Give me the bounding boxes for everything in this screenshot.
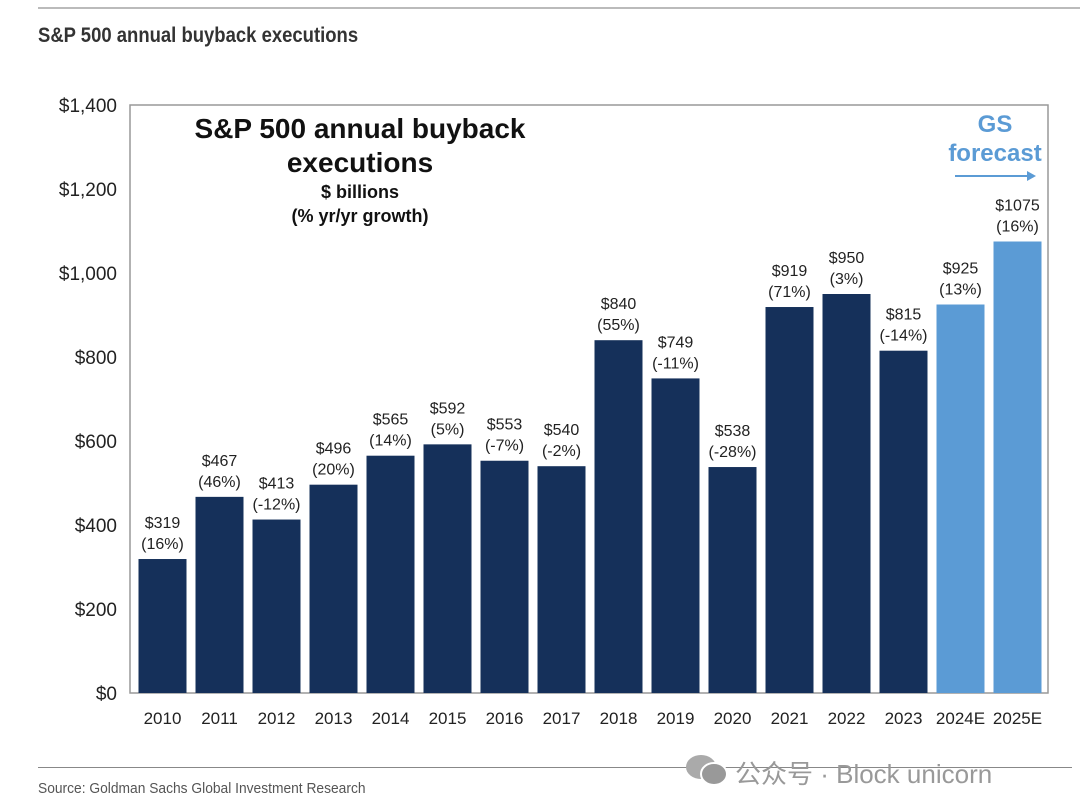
value-label: $592 [430,400,466,417]
forecast-annotation: GS forecast [935,110,1055,168]
x-tick-label: 2016 [486,709,524,728]
value-label: $553 [487,417,523,434]
x-tick-label: 2015 [429,709,467,728]
growth-label: (16%) [141,536,184,553]
x-tick-label: 2011 [201,709,238,728]
growth-label: (46%) [198,474,241,491]
growth-label: (3%) [830,271,864,288]
y-tick-label: $0 [96,684,117,705]
annotation-line-2: forecast [948,140,1042,167]
growth-label: (5%) [431,421,465,438]
y-tick-label: $400 [75,516,117,537]
growth-label: (-28%) [708,444,756,461]
bar-2011 [195,496,244,693]
bar-2019 [651,378,700,693]
growth-label: (-11%) [652,355,699,372]
bar-2014 [366,455,415,693]
x-tick-label: 2010 [144,709,182,728]
bar-2025E [993,241,1042,693]
plot-frame [129,104,1049,694]
wechat-icon [686,755,728,786]
x-tick-label: 2019 [657,709,695,728]
bar-2017 [537,466,586,693]
value-label: $925 [943,261,979,278]
value-label: $467 [202,453,238,470]
value-label: $565 [373,412,409,429]
value-label: $540 [544,422,580,439]
y-tick-label: $1,400 [59,96,117,117]
value-label: $413 [259,476,295,493]
growth-label: (-12%) [252,497,300,514]
growth-label: (20%) [312,462,355,479]
bar-2021 [765,307,814,693]
x-tick-label: 2025E [993,709,1042,728]
y-tick-label: $800 [75,348,117,369]
growth-label: (13%) [939,282,982,299]
value-label: $815 [886,307,922,324]
chart-subtitle-growth: (% yr/yr growth) [291,206,429,226]
y-tick-label: $1,200 [59,180,117,201]
growth-label: (-7%) [485,438,524,455]
bar-2018 [594,340,643,693]
top-divider [38,7,1080,9]
x-tick-label: 2022 [828,709,866,728]
chart-subtitle: $ billions [320,182,399,202]
growth-label: (55%) [597,317,640,334]
x-tick-label: 2014 [372,709,410,728]
chart-inner-title: S&P 500 annual buyback executions $ bill… [150,112,570,228]
x-tick-label: 2021 [771,709,809,728]
value-label: $840 [601,296,637,313]
x-tick-label: 2017 [543,709,581,728]
x-tick-label: 2018 [600,709,638,728]
bar-chart: $0 $200 $400 $600 $800 $1,000 $1,200 $1,400 $319… [59,96,1049,728]
annotation-line-1: GS [977,111,1013,138]
chart-title: S&P 500 annual buyback executions [194,113,526,178]
bar-2020 [708,467,757,693]
bar-2010 [138,559,187,693]
growth-label: (14%) [369,433,412,450]
y-tick-label: $1,000 [59,264,117,285]
x-tick-label: 2020 [714,709,752,728]
value-label: $919 [772,263,808,280]
x-tick-label: 2024E [936,709,985,728]
bar-2016 [480,460,529,693]
watermark: 公众号 · Block unicorn [735,759,993,789]
page-title: S&P 500 annual buyback executions [38,24,359,47]
bar-2022 [822,294,871,693]
y-tick-label: $200 [75,600,117,621]
growth-label: (71%) [768,284,811,301]
bar-2013 [309,484,358,693]
value-label: $1075 [995,198,1040,215]
x-tick-label: 2013 [315,709,353,728]
source-note: Source: Goldman Sachs Global Investment … [38,780,366,797]
growth-label: (-14%) [879,328,927,345]
y-tick-label: $600 [75,432,117,453]
value-label: $538 [715,423,751,440]
value-label: $319 [145,515,181,532]
x-tick-label: 2023 [885,709,923,728]
bar-2023 [879,350,928,693]
growth-label: (16%) [996,219,1039,236]
bar-2015 [423,444,472,693]
x-tick-label: 2012 [258,709,296,728]
value-label: $749 [658,334,694,351]
bar-2012 [252,519,301,693]
value-label: $496 [316,441,352,458]
forecast-arrow-icon [1027,171,1036,181]
footer-divider [38,767,1072,768]
bar-2024E [936,304,985,693]
growth-label: (-2%) [542,443,581,460]
value-label: $950 [829,250,865,267]
